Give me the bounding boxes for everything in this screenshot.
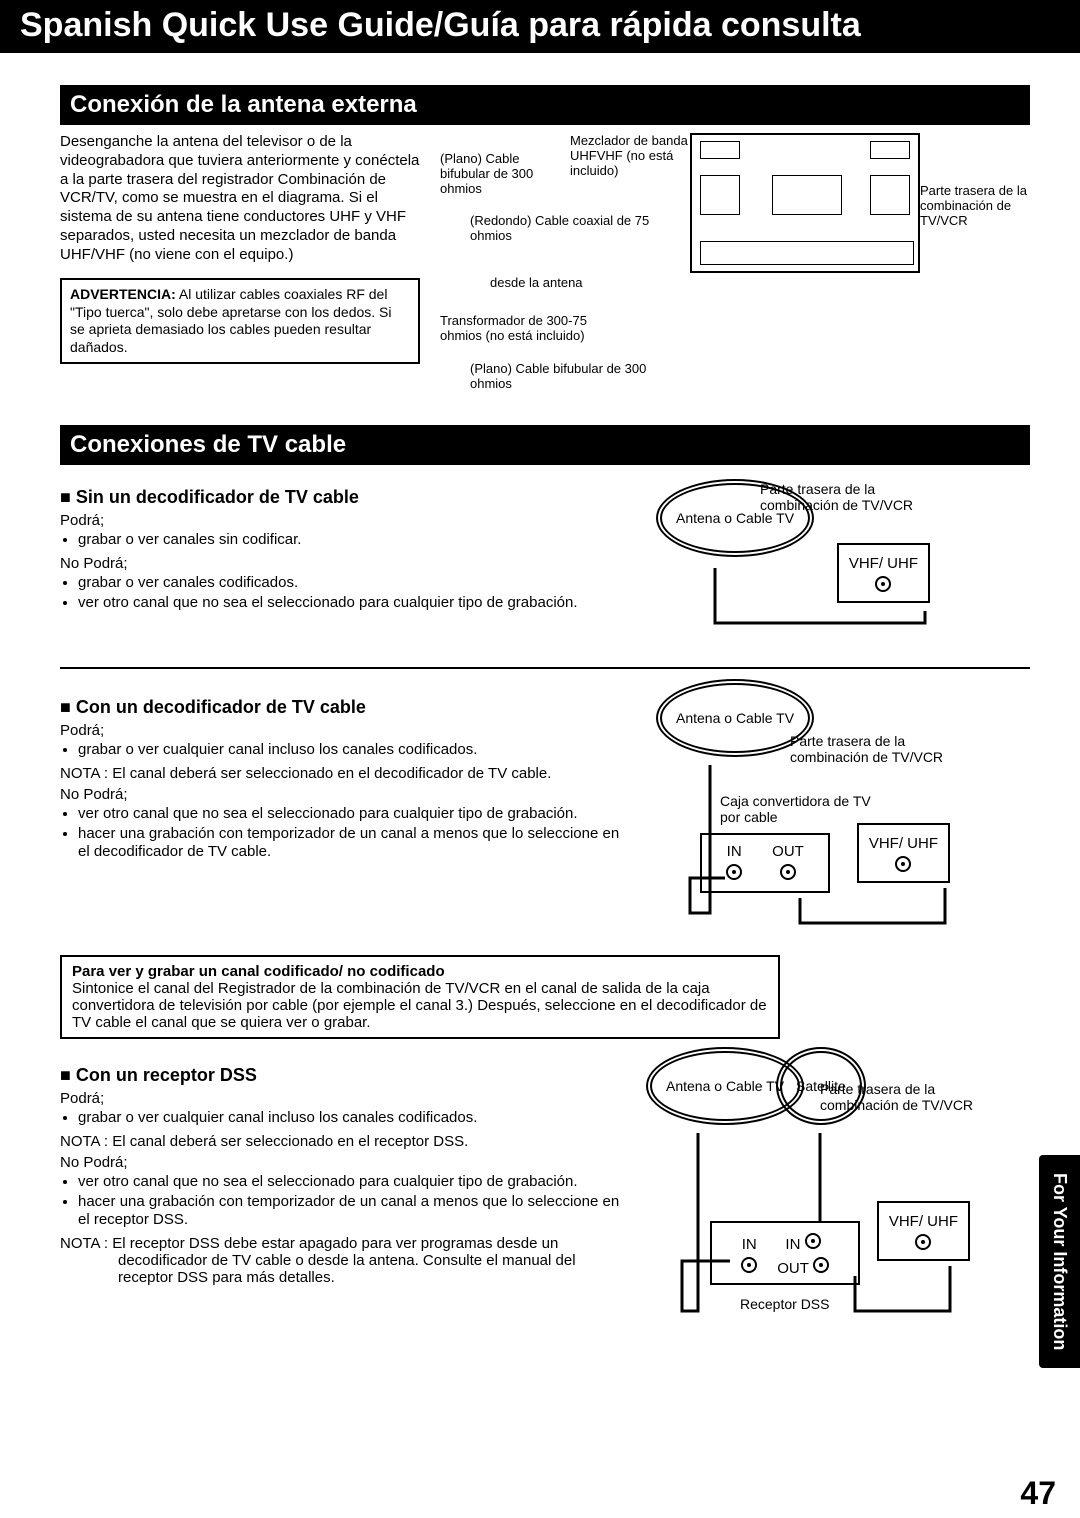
nopodra-c: No Podrá;: [60, 1154, 620, 1171]
side-tab: For Your Information: [1039, 1155, 1080, 1368]
in2-label-c: IN: [785, 1236, 800, 1253]
diagram-decoder: Antena o Cable TV Caja convertidora de T…: [640, 683, 1030, 943]
in-label-b: IN: [727, 843, 742, 860]
diagram-nodecoder: Antena o Cable TV Parte trasera de la co…: [640, 473, 1030, 653]
antenna-diagram: Mezclador de banda UHFVHF (no está inclu…: [440, 133, 1030, 413]
port-jack-icon-c: [915, 1234, 931, 1250]
c-nota2: NOTA : El receptor DSS debe estar apagad…: [60, 1235, 620, 1286]
port-box-c: VHF/ UHF: [877, 1201, 970, 1261]
port-jack-icon-b: [895, 856, 911, 872]
source-label-c: Antena o Cable TV: [666, 1078, 784, 1094]
c-np2: hacer una grabación con temporizador de …: [78, 1193, 620, 1229]
b-p1: grabar o ver cualquier canal incluso los…: [78, 741, 620, 759]
flat300-label: (Plano) Cable bifubular de 300 ohmios: [440, 151, 570, 196]
a-p1: grabar o ver canales sin codificar.: [78, 531, 620, 549]
coax75-label: (Redondo) Cable coaxial de 75 ohmios: [470, 213, 670, 243]
b-np1: ver otro canal que no sea el seleccionad…: [78, 805, 620, 823]
section-head-antenna: Conexión de la antena externa: [60, 85, 1030, 125]
podra-b: Podrá;: [60, 722, 620, 739]
out-jack-icon: [780, 864, 796, 880]
c-nota1: NOTA : El canal deberá ser seleccionado …: [60, 1133, 620, 1150]
page-number: 47: [1020, 1475, 1056, 1512]
in2-jack-icon-c: [805, 1233, 821, 1249]
back-label-a: Parte trasera de la combinación de TV/VC…: [760, 481, 930, 513]
in-jack-icon-c: [741, 1257, 757, 1273]
nopodra-a: No Podrá;: [60, 555, 620, 572]
sub-head-dss: Con un receptor DSS: [60, 1065, 620, 1086]
vcr-back-icon: [690, 133, 920, 273]
sec1-body: Desenganche la antena del televisor o de…: [60, 133, 420, 264]
podra-a: Podrá;: [60, 512, 620, 529]
section-head-cable: Conexiones de TV cable: [60, 425, 1030, 465]
podra-c: Podrá;: [60, 1090, 620, 1107]
xfmr-label: Transformador de 300-75 ohmios (no está …: [440, 313, 630, 343]
source-label-b: Antena o Cable TV: [676, 710, 794, 726]
port-label-b: VHF/ UHF: [869, 835, 938, 852]
nopodra-b: No Podrá;: [60, 786, 620, 803]
c-np1: ver otro canal que no sea el seleccionad…: [78, 1173, 620, 1191]
port-jack-icon: [875, 576, 891, 592]
port-box-b: VHF/ UHF: [857, 823, 950, 883]
tip-title: Para ver y grabar un canal codificado/ n…: [72, 963, 768, 980]
c-p1: grabar o ver cualquier canal incluso los…: [78, 1109, 620, 1127]
in-jack-icon: [726, 864, 742, 880]
port-label-c: VHF/ UHF: [889, 1213, 958, 1230]
from-antenna-label: desde la antena: [490, 275, 583, 290]
sub-head-decoder: Con un decodificador de TV cable: [60, 697, 620, 718]
a-np1: grabar o ver canales codificados.: [78, 574, 620, 592]
sub-head-nodecoder: Sin un decodificador de TV cable: [60, 487, 620, 508]
tip-body: Sintonice el canal del Registrador de la…: [72, 980, 768, 1031]
out-label-b: OUT: [772, 843, 804, 860]
source-oval-b: Antena o Cable TV: [660, 683, 810, 753]
dss-label: Receptor DSS: [740, 1296, 829, 1312]
back-label-b: Parte trasera de la combinación de TV/VC…: [790, 733, 960, 765]
b-np2: hacer una grabación con temporizador de …: [78, 825, 620, 861]
port-box-a: VHF/ UHF: [837, 543, 930, 603]
a-np2: ver otro canal que no sea el seleccionad…: [78, 594, 620, 612]
tip-box: Para ver y grabar un canal codificado/ n…: [60, 955, 780, 1039]
back-label-c: Parte trasera de la combinación de TV/VC…: [820, 1081, 990, 1113]
box-label: Caja convertidora de TV por cable: [720, 793, 880, 825]
in-label-c: IN: [742, 1236, 757, 1253]
warning-box: ADVERTENCIA: Al utilizar cables coaxiale…: [60, 278, 420, 364]
warning-title: ADVERTENCIA:: [70, 286, 176, 302]
b-nota: NOTA : El canal deberá ser seleccionado …: [60, 765, 620, 782]
diagram-dss: Antena o Cable TV Satellite Parte traser…: [640, 1051, 1030, 1341]
port-label-a: VHF/ UHF: [849, 555, 918, 572]
out-label-c: OUT: [777, 1260, 808, 1277]
flat300b-label: (Plano) Cable bifubular de 300 ohmios: [470, 361, 670, 391]
page-title: Spanish Quick Use Guide/Guía para rápida…: [0, 0, 1080, 53]
out-jack-icon-c: [813, 1257, 829, 1273]
cable-box: IN OUT: [700, 833, 830, 893]
dss-box: IN IN OUT: [710, 1221, 860, 1285]
back-label: Parte trasera de la combinación de TV/VC…: [920, 183, 1030, 228]
